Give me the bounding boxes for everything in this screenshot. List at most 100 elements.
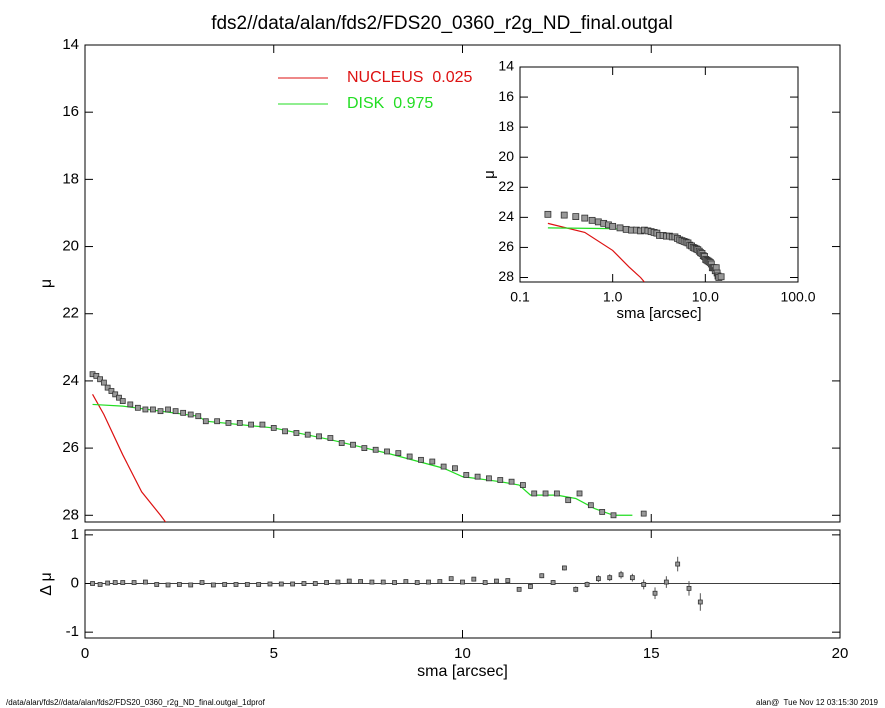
data-point xyxy=(199,580,205,585)
y-axis-label: μ xyxy=(481,170,498,179)
data-point xyxy=(392,580,397,585)
data-point xyxy=(584,582,590,587)
data-point xyxy=(463,472,470,478)
data-point xyxy=(301,581,307,586)
data-point xyxy=(440,463,447,470)
data-point xyxy=(471,576,477,582)
data-point xyxy=(448,576,454,582)
chart-title: fds2//data/alan/fds2/FDS20_0360_r2g_ND_f… xyxy=(211,13,673,34)
data-point xyxy=(244,582,250,587)
data-point xyxy=(474,473,481,480)
data-point xyxy=(544,210,552,218)
data-point xyxy=(697,599,703,605)
data-point xyxy=(505,578,511,583)
data-point xyxy=(278,581,284,587)
data-point xyxy=(414,580,420,585)
y-tick-label: 22 xyxy=(498,178,514,194)
data-point xyxy=(640,510,647,517)
data-point xyxy=(127,401,134,408)
data-point xyxy=(108,388,115,394)
data-point xyxy=(494,578,499,584)
data-point xyxy=(195,413,202,420)
data-point xyxy=(90,581,95,586)
x-tick-label: 100.0 xyxy=(780,289,815,305)
data-point xyxy=(165,406,171,413)
data-point xyxy=(202,418,209,425)
data-point xyxy=(618,572,624,578)
data-point xyxy=(607,575,613,581)
data-point xyxy=(531,490,538,497)
data-point xyxy=(256,582,262,587)
x-tick-label: 1.0 xyxy=(603,289,623,305)
data-point xyxy=(516,586,522,592)
y-tick-label: 28 xyxy=(498,268,514,284)
x-tick-label: 15 xyxy=(643,645,660,662)
data-point xyxy=(663,579,669,585)
footer-left: /data/alan/fds2//data/alan/fds2/FDS20_03… xyxy=(6,698,266,707)
legend-label: DISK 0.975 xyxy=(347,95,433,112)
x-tick-label: 0 xyxy=(81,645,89,662)
y-tick-label: 16 xyxy=(498,88,514,104)
data-point xyxy=(426,579,431,585)
data-point xyxy=(528,584,533,589)
data-point xyxy=(222,582,228,587)
x-tick-label: 10.0 xyxy=(692,289,719,305)
data-point xyxy=(520,482,526,488)
plot-area xyxy=(85,556,840,611)
data-point xyxy=(134,404,141,411)
x-tick-label: 20 xyxy=(832,645,849,662)
data-point xyxy=(100,379,107,386)
data-point xyxy=(172,408,179,415)
data-point xyxy=(452,465,458,472)
data-point xyxy=(588,216,596,224)
data-point xyxy=(572,213,580,220)
data-point xyxy=(176,582,182,587)
data-point xyxy=(403,579,409,584)
data-point xyxy=(293,430,300,436)
y-tick-label: 24 xyxy=(498,208,514,224)
x-axis-label: sma [arcsec] xyxy=(417,663,508,680)
data-point xyxy=(180,409,187,416)
data-point xyxy=(460,579,465,585)
data-point xyxy=(652,590,658,596)
data-point xyxy=(596,576,601,582)
plot-frame xyxy=(519,66,799,283)
data-point xyxy=(573,586,579,592)
data-point xyxy=(406,453,413,460)
data-point xyxy=(539,573,545,579)
x-tick-label: 5 xyxy=(270,645,278,662)
data-point xyxy=(104,384,111,391)
data-point xyxy=(116,394,122,401)
data-point xyxy=(429,458,436,465)
data-point xyxy=(248,421,255,428)
model-line xyxy=(547,222,645,282)
data-point xyxy=(486,475,492,482)
legend-label: NUCLEUS 0.025 xyxy=(347,69,472,86)
data-point xyxy=(270,425,277,431)
footer-right: alan@ Tue Nov 12 03:15:30 2019 xyxy=(756,698,879,707)
y-axis-label: μ xyxy=(38,279,55,288)
x-tick-label: 0.1 xyxy=(510,289,530,305)
data-point xyxy=(225,420,232,426)
data-point xyxy=(553,490,560,497)
data-point xyxy=(609,222,617,230)
data-point xyxy=(290,581,296,587)
data-point xyxy=(372,446,379,453)
data-point xyxy=(361,445,368,451)
data-point xyxy=(97,376,103,383)
data-point xyxy=(675,561,681,567)
y-tick-label: 16 xyxy=(62,103,79,120)
y-axis-label: Δ μ xyxy=(38,572,55,595)
y-tick-label: 28 xyxy=(62,506,79,523)
y-tick-label: 14 xyxy=(62,36,79,53)
data-point xyxy=(97,582,103,587)
plot-frame xyxy=(84,44,841,523)
data-point xyxy=(686,585,692,591)
model-line xyxy=(92,394,167,522)
data-point xyxy=(565,497,572,504)
y-tick-label: 20 xyxy=(498,148,514,164)
data-point xyxy=(346,578,352,584)
data-point xyxy=(282,428,288,435)
x-tick-label: 10 xyxy=(454,645,471,662)
